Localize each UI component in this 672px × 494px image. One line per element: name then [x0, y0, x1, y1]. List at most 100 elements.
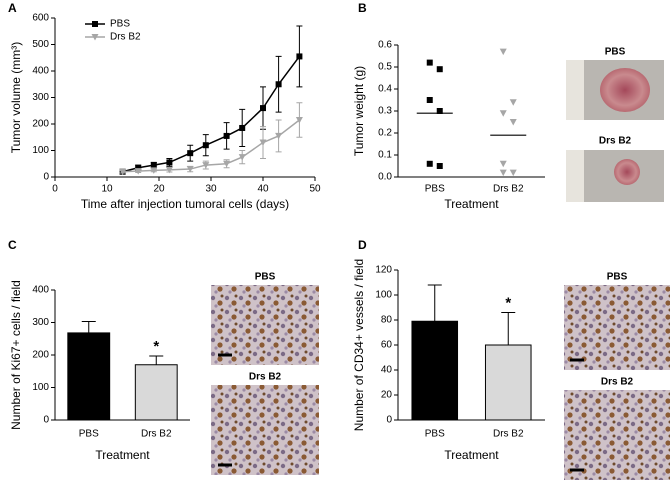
data-point — [119, 168, 127, 176]
panel-label: A — [8, 1, 17, 15]
y-tick-label: 80 — [381, 315, 393, 326]
data-point — [509, 169, 517, 177]
x-tick-label: PBS — [425, 429, 445, 440]
y-tick-label: 120 — [375, 265, 392, 276]
y-tick-label: 60 — [381, 340, 393, 351]
x-axis-title: Treatment — [444, 448, 499, 462]
y-axis-title: Tumor weight (g) — [352, 66, 366, 156]
y-tick-label: 100 — [375, 290, 392, 301]
data-point — [509, 119, 517, 126]
y-tick-label: 300 — [32, 92, 49, 103]
y-tick-label: 0.1 — [378, 150, 392, 161]
data-point — [202, 142, 209, 149]
data-point — [436, 163, 443, 169]
image-label: PBS — [605, 47, 626, 58]
data-point — [259, 139, 267, 147]
data-point — [260, 105, 266, 112]
y-tick-label: 0.4 — [378, 84, 392, 95]
ruler — [566, 150, 584, 202]
y-tick-label: 400 — [32, 66, 49, 77]
y-tick-label: 0.5 — [378, 62, 392, 73]
y-tick-label: 400 — [32, 285, 49, 296]
data-point — [186, 166, 194, 173]
data-point — [150, 167, 158, 174]
legend-marker — [91, 34, 99, 41]
image-label: Drs B2 — [601, 377, 634, 388]
legend-label: Drs B2 — [110, 32, 141, 43]
image-label: Drs B2 — [599, 136, 632, 147]
histology-photo — [211, 285, 319, 365]
data-point — [275, 132, 283, 140]
data-point — [223, 132, 230, 139]
tumor-photo — [614, 159, 640, 185]
bar — [67, 332, 111, 421]
x-axis-title: Treatment — [95, 448, 150, 462]
data-point — [165, 166, 173, 174]
tumor-photo — [600, 68, 650, 112]
x-tick-label: Drs B2 — [493, 184, 524, 195]
error-bar — [149, 355, 164, 365]
y-tick-label: 0.2 — [378, 128, 392, 139]
data-point — [426, 160, 433, 167]
x-tick-label: Drs B2 — [493, 429, 524, 440]
y-tick-label: 200 — [32, 350, 49, 361]
data-point — [499, 160, 507, 168]
data-point — [499, 110, 507, 117]
y-tick-label: 0.0 — [378, 172, 392, 183]
panel-label: B — [358, 1, 367, 15]
x-tick-label: PBS — [425, 184, 445, 195]
x-tick-label: 40 — [257, 184, 269, 195]
y-tick-label: 0 — [43, 415, 49, 426]
y-axis-title: Number of CD34+ vessels / field — [352, 259, 366, 431]
bar — [484, 344, 532, 421]
y-tick-label: 20 — [381, 390, 393, 401]
data-point — [187, 150, 194, 157]
data-point — [295, 117, 303, 124]
panel-label: D — [358, 238, 367, 252]
y-tick-label: 40 — [381, 365, 393, 376]
y-tick-label: 200 — [32, 119, 49, 130]
histology-photo — [564, 390, 670, 480]
series-line — [122, 119, 300, 173]
data-point — [436, 108, 443, 114]
y-tick-label: 500 — [32, 39, 49, 50]
x-tick-label: 30 — [205, 184, 217, 195]
y-tick-label: 100 — [32, 382, 49, 393]
data-point — [134, 168, 142, 175]
data-point — [499, 48, 507, 56]
image-label: PBS — [607, 272, 628, 283]
data-point — [238, 154, 246, 161]
x-tick-label: 0 — [52, 184, 58, 195]
panel-label: C — [8, 238, 17, 252]
y-tick-label: 600 — [32, 13, 49, 24]
ruler — [566, 60, 584, 120]
data-point — [499, 169, 507, 177]
series-line — [122, 55, 301, 173]
x-tick-label: 20 — [153, 184, 165, 195]
y-tick-label: 100 — [32, 145, 49, 156]
data-point — [275, 81, 282, 88]
y-tick-label: 0.6 — [378, 40, 392, 51]
data-point — [166, 159, 173, 166]
legend-label: PBS — [110, 19, 130, 30]
y-tick-label: 0 — [386, 415, 392, 426]
error-bar — [501, 312, 516, 345]
x-axis-title: Time after injection tumoral cells (days… — [81, 197, 289, 211]
data-point — [223, 160, 231, 168]
data-point — [296, 53, 303, 60]
error-bar — [81, 321, 96, 333]
y-tick-label: 300 — [32, 317, 49, 328]
y-tick-label: 0.3 — [378, 106, 392, 117]
y-tick-label: 0 — [43, 172, 49, 183]
data-point — [426, 97, 433, 103]
data-point — [150, 162, 157, 169]
significance-mark: * — [153, 338, 159, 355]
x-tick-label: PBS — [79, 429, 99, 440]
data-point — [135, 164, 142, 171]
image-label: Drs B2 — [249, 372, 282, 383]
data-point — [436, 66, 443, 73]
x-axis-title: Treatment — [444, 197, 499, 211]
histology-photo — [564, 285, 670, 370]
x-tick-label: Drs B2 — [141, 429, 172, 440]
